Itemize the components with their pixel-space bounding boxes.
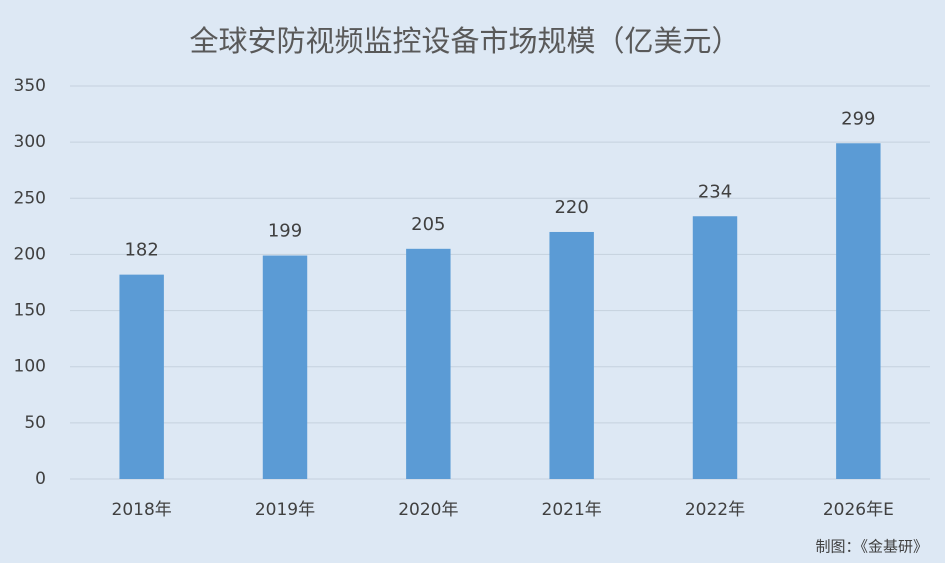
chart-title: 全球安防视频监控设备市场规模（亿美元） (189, 24, 740, 58)
y-tick-label: 150 (14, 301, 46, 321)
data-label: 234 (698, 181, 732, 202)
y-tick-label: 250 (14, 188, 46, 208)
x-tick-label: 2022年 (685, 500, 745, 520)
x-tick-label: 2021年 (542, 500, 602, 520)
x-tick-label: 2026年E (823, 500, 894, 520)
y-tick-label: 350 (14, 76, 46, 96)
bar (692, 216, 738, 479)
y-tick-label: 300 (14, 132, 46, 152)
source-note: 制图：《金基研》 (815, 538, 928, 556)
data-label: 220 (554, 197, 588, 218)
bar (119, 274, 164, 479)
x-tick-label: 2020年 (398, 500, 458, 520)
bar (549, 231, 594, 479)
data-label: 299 (841, 108, 875, 129)
y-tick-label: 100 (14, 357, 46, 377)
data-label: 182 (124, 240, 158, 261)
bar (262, 255, 308, 479)
bar (406, 248, 451, 479)
x-tick-label: 2019年 (255, 500, 315, 520)
bar (836, 143, 881, 479)
data-label: 199 (268, 221, 302, 242)
data-label: 205 (411, 214, 445, 235)
x-tick-label: 2018年 (112, 500, 172, 520)
y-tick-label: 0 (35, 469, 46, 489)
y-tick-label: 50 (24, 413, 46, 433)
y-tick-label: 200 (14, 244, 46, 264)
